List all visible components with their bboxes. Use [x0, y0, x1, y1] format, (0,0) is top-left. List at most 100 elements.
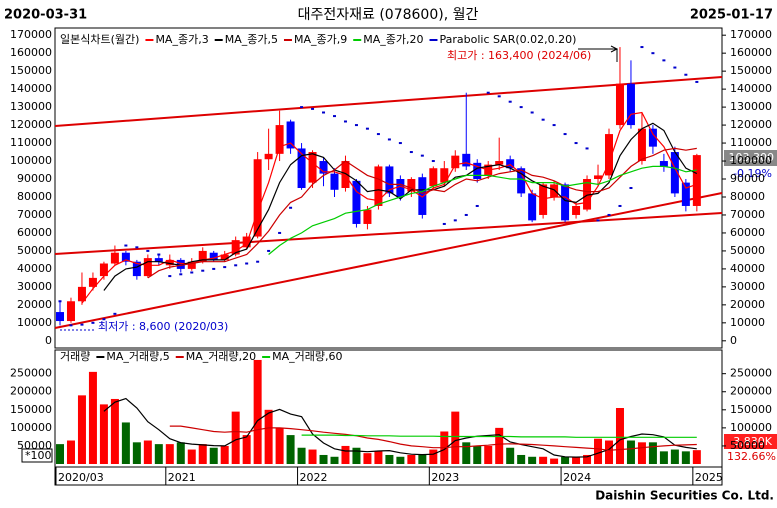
y-tick-label-right: 80000	[730, 190, 765, 203]
volume-bar	[539, 456, 548, 464]
candle-body	[561, 184, 570, 221]
volume-bar	[484, 445, 493, 464]
volume-bar	[681, 451, 690, 464]
volume-bar	[473, 445, 482, 464]
chart-title: 대주전자재료 (078600), 월간	[298, 7, 479, 23]
ma-line	[301, 434, 697, 438]
volume-bar	[253, 359, 262, 464]
volume-bar	[561, 456, 570, 464]
candle-body	[473, 162, 482, 180]
volume-bar	[308, 449, 317, 464]
y-tick-label: 150000	[10, 403, 52, 416]
y-tick-label-right: 150000	[730, 64, 772, 77]
sar-dot	[453, 219, 457, 222]
sar-dot	[289, 206, 293, 209]
sar-dot	[475, 204, 479, 207]
sar-dot	[442, 222, 446, 225]
sar-dot	[519, 106, 523, 109]
candle-body	[506, 159, 515, 169]
candle-body	[539, 184, 548, 215]
sar-dot	[387, 138, 391, 141]
sar-dot	[113, 312, 117, 315]
volume-bar	[352, 447, 361, 464]
volume-bar	[176, 442, 185, 464]
volume-bar	[319, 454, 328, 464]
volume-bar	[198, 444, 207, 464]
y-tick-label-right: 140000	[730, 82, 772, 95]
volume-bar	[121, 422, 130, 464]
y-tick-label-right: 90000	[730, 172, 765, 185]
candle-body	[528, 193, 537, 221]
volume-bar	[220, 445, 229, 464]
unit-box	[21, 448, 53, 463]
sar-dot	[212, 267, 216, 270]
candle-body	[77, 286, 86, 302]
candle-body	[242, 236, 251, 248]
high-arrow	[578, 45, 619, 62]
volume-bar	[99, 404, 108, 464]
volume-bar	[242, 435, 251, 464]
candle-body	[462, 153, 471, 167]
candle-body	[66, 301, 75, 322]
y-tick-label: 70000	[17, 208, 52, 221]
volume-bar	[451, 411, 460, 464]
y-tick-label: 50000	[17, 439, 52, 452]
volume-bar	[659, 451, 668, 464]
x-tick-label: 2025	[695, 471, 723, 484]
candle-body	[692, 155, 701, 206]
volume-panel	[54, 349, 723, 486]
ma-line	[268, 165, 697, 255]
candle-body	[231, 240, 240, 255]
legend-label: MA_거래량,20	[186, 350, 256, 363]
candle-body	[198, 250, 207, 262]
candle-body	[659, 161, 668, 167]
sar-dot	[201, 269, 205, 272]
candle-body	[297, 148, 306, 188]
footer: Daishin Securities Co. Ltd.	[595, 489, 774, 503]
y-tick-label: 30000	[17, 280, 52, 293]
sar-dot	[278, 231, 282, 234]
volume-bar	[143, 440, 152, 464]
sar-dot	[300, 106, 304, 109]
sar-dot	[234, 264, 238, 267]
y-tick-label-right: 30000	[730, 280, 765, 293]
y-tick-label-right: 160000	[730, 46, 772, 59]
sar-dot	[530, 111, 534, 114]
volume-bar	[407, 454, 416, 464]
sar-dot	[508, 100, 512, 103]
candle-body	[56, 312, 64, 322]
volume-bar	[583, 454, 592, 464]
y-tick-label-right: 170000	[730, 28, 772, 41]
sar-dot	[365, 127, 369, 130]
sar-dot	[563, 133, 567, 136]
y-tick-label: 50000	[17, 244, 52, 257]
y-tick-label: 100000	[10, 421, 52, 434]
unit-label: *100	[25, 449, 52, 462]
sar-dot	[168, 275, 172, 278]
y-tick-label-right: 100000	[730, 154, 772, 167]
price-box	[724, 150, 777, 166]
sar-dot	[673, 66, 677, 69]
sar-dot	[343, 120, 347, 123]
volume-bar	[110, 398, 119, 464]
sar-dot	[486, 91, 490, 94]
sar-dot	[146, 249, 150, 252]
volume-bar	[692, 450, 701, 464]
y-tick-label: 250000	[10, 367, 52, 380]
candle-body	[165, 259, 174, 266]
candle-body	[418, 177, 427, 215]
trend-line	[54, 76, 723, 127]
sar-dot	[179, 273, 183, 276]
y-tick-label-right: 0	[730, 334, 737, 347]
legend-label: MA_종가,5	[225, 33, 278, 46]
y-tick-label: 130000	[10, 100, 52, 113]
volume-bar	[275, 427, 284, 464]
sar-dot	[69, 324, 73, 327]
start-date: 2020-03-31	[4, 8, 87, 23]
candle-body	[176, 259, 185, 269]
x-tick-label: 2024	[563, 471, 591, 484]
sar-dot	[398, 142, 402, 145]
sar-dot	[124, 244, 128, 247]
y-tick-label: 90000	[17, 172, 52, 185]
volume-bar	[495, 427, 504, 464]
